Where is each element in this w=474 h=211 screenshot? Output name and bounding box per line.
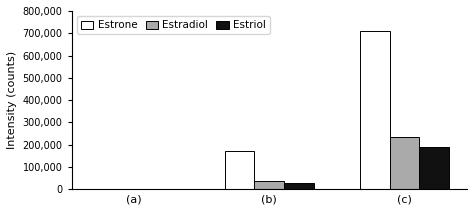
Y-axis label: Intensity (counts): Intensity (counts) bbox=[7, 51, 17, 149]
Legend: Estrone, Estradiol, Estriol: Estrone, Estradiol, Estriol bbox=[77, 16, 270, 34]
Bar bbox=[360, 31, 390, 189]
Bar bbox=[390, 137, 419, 189]
Bar bbox=[419, 147, 449, 189]
Bar bbox=[255, 181, 284, 189]
Bar bbox=[225, 151, 255, 189]
Bar bbox=[284, 183, 314, 189]
